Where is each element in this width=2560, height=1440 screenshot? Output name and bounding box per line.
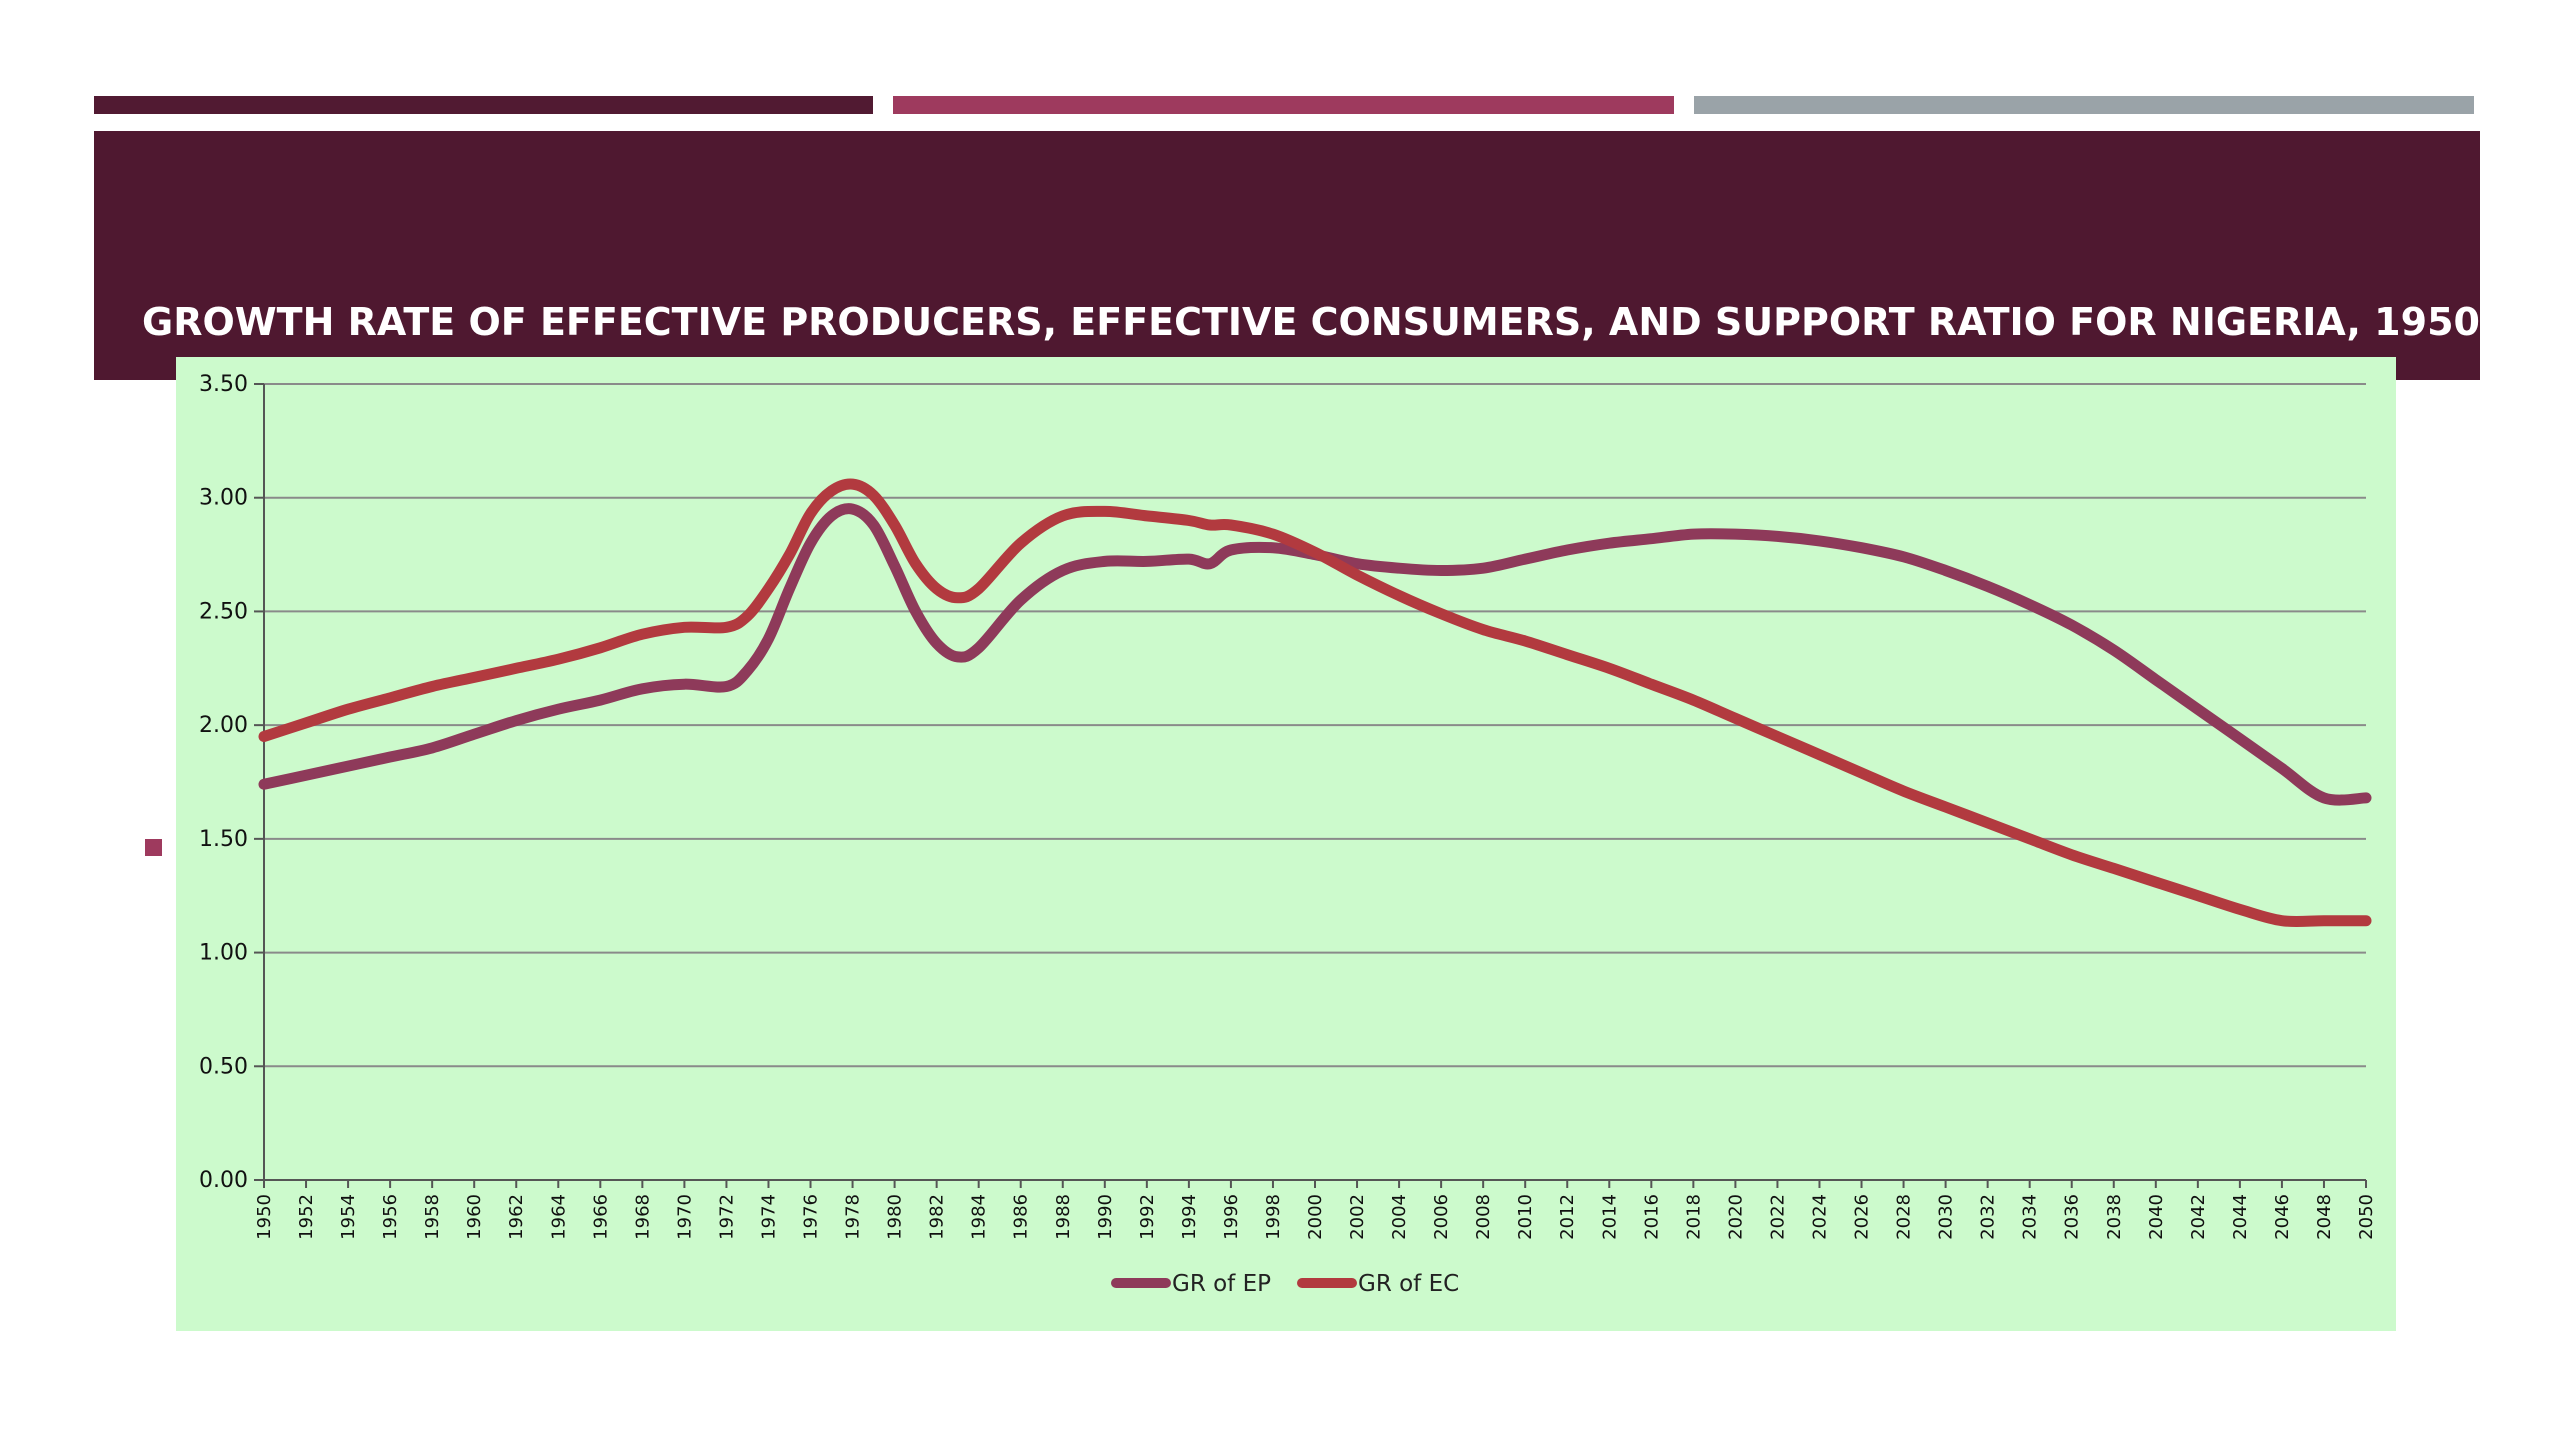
y-tick-label: 2.50: [199, 599, 248, 624]
x-tick-label: 2026: [1852, 1194, 1873, 1240]
series-line-1: [258, 503, 2372, 806]
x-tick-label: 2024: [1809, 1194, 1830, 1240]
x-tick-label: 1990: [1095, 1194, 1116, 1240]
y-tick-label: 1.50: [199, 827, 248, 852]
x-tick-label: 2038: [2104, 1194, 2125, 1240]
bullet-marker: [145, 839, 162, 856]
x-tick-label: 2040: [2146, 1194, 2167, 1240]
x-tick-label: 1972: [716, 1194, 737, 1240]
x-tick-label: 1968: [632, 1194, 653, 1240]
x-tick-label: 2008: [1473, 1194, 1494, 1240]
x-tick-label: 1956: [380, 1194, 401, 1240]
x-tick-label: 1982: [927, 1194, 948, 1240]
x-tick-label: 2050: [2356, 1194, 2377, 1240]
y-tick-label: 3.50: [199, 372, 248, 397]
y-tick-label: 2.00: [199, 713, 248, 738]
x-tick-label: 2020: [1725, 1194, 1746, 1240]
y-tick-label: 3.00: [199, 486, 248, 511]
accent-bar-3: [1694, 96, 2474, 114]
y-tick-label: 0.00: [199, 1168, 248, 1193]
x-tick-label: 1996: [1221, 1194, 1242, 1240]
x-tick-label: 1970: [674, 1194, 695, 1240]
y-tick-label: 0.50: [199, 1054, 248, 1079]
x-tick-label: 2004: [1389, 1194, 1410, 1240]
x-tick-label: 1974: [758, 1194, 779, 1240]
x-tick-label: 1986: [1011, 1194, 1032, 1240]
x-tick-label: 1992: [1137, 1194, 1158, 1240]
x-tick-label: 2048: [2314, 1194, 2335, 1240]
x-tick-label: 2036: [2062, 1194, 2083, 1240]
x-tick-label: 2002: [1347, 1194, 1368, 1240]
accent-bar-1: [94, 96, 873, 114]
x-tick-label: 2030: [1936, 1194, 1957, 1240]
x-tick-label: 2034: [2020, 1194, 2041, 1240]
x-tick-label: 1988: [1053, 1194, 1074, 1240]
chart-panel: 0.00 0.50 1.00 1.50 2.00 2.50 3.00 3.50 1950 1952…: [176, 357, 2396, 1331]
title-band: GROWTH RATE OF EFFECTIVE PRODUCERS, EFFE…: [94, 131, 2560, 380]
x-tick-label: 2044: [2230, 1194, 2251, 1240]
x-tick-label: 1952: [296, 1194, 317, 1240]
x-tick-label: 2028: [1894, 1194, 1915, 1240]
x-tick-label: 2014: [1599, 1194, 1620, 1240]
x-tick-label: 1964: [548, 1194, 569, 1240]
x-tick-label: 2042: [2188, 1194, 2209, 1240]
x-tick-label: 2018: [1683, 1194, 1704, 1240]
y-tick-label: 1.00: [199, 941, 248, 966]
x-tick-label: 1958: [422, 1194, 443, 1240]
x-tick-label: 2006: [1431, 1194, 1452, 1240]
x-tick-label: 1954: [338, 1194, 359, 1240]
x-tick-label: 2016: [1641, 1194, 1662, 1240]
slide-title: GROWTH RATE OF EFFECTIVE PRODUCERS, EFFE…: [142, 300, 2560, 344]
x-tick-label: 2032: [1978, 1194, 1999, 1240]
x-tick-label: 1980: [885, 1194, 906, 1240]
x-tick-label: 1950: [254, 1194, 275, 1240]
x-tick-label: 2012: [1557, 1194, 1578, 1240]
x-tick-label: 2022: [1767, 1194, 1788, 1240]
x-tick-label: 1994: [1179, 1194, 1200, 1240]
line-chart: 0.00 0.50 1.00 1.50 2.00 2.50 3.00 3.50 1950 1952…: [199, 372, 2377, 1297]
legend-label-1: GR of EP: [1172, 1271, 1271, 1297]
x-tick-label: 1966: [590, 1194, 611, 1240]
x-tick-label: 2046: [2272, 1194, 2293, 1240]
accent-bar-2: [893, 96, 1674, 114]
x-tick-label: 1962: [506, 1194, 527, 1240]
x-tick-label: 1976: [801, 1194, 822, 1240]
x-tick-label: 1978: [843, 1194, 864, 1240]
x-tick-label: 2010: [1515, 1194, 1536, 1240]
x-tick-label: 1984: [969, 1194, 990, 1240]
x-tick-label: 1960: [464, 1194, 485, 1240]
x-tick-label: 1998: [1263, 1194, 1284, 1240]
x-tick-label: 2000: [1305, 1194, 1326, 1240]
series-line-2: [258, 478, 2372, 928]
legend-label-2: GR of EC: [1358, 1271, 1459, 1297]
